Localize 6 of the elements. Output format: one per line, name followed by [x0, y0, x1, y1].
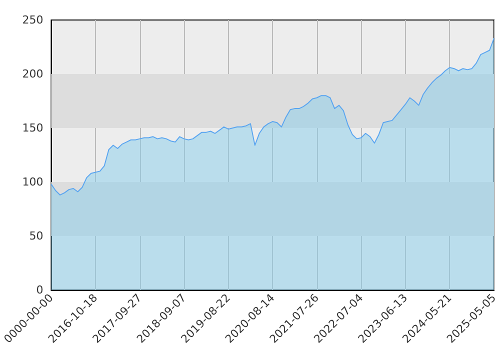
y-tick-label: 200 [22, 68, 44, 80]
y-tick-label: 250 [22, 14, 44, 26]
y-tick-label: 0 [36, 284, 44, 296]
y-tick-label: 100 [22, 176, 44, 188]
y-tick-label: 50 [29, 230, 44, 242]
y-tick-label: 150 [22, 122, 44, 134]
